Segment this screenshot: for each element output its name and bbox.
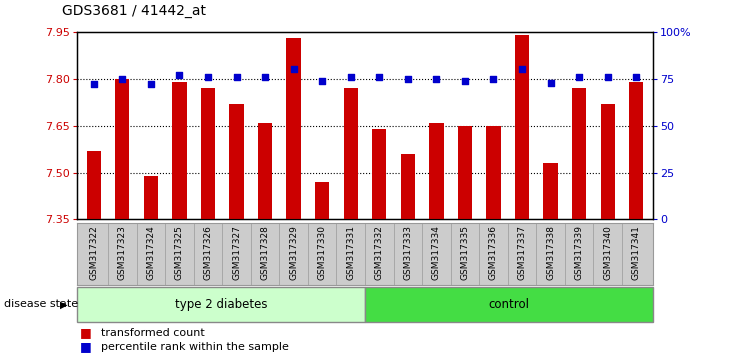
Bar — [486, 126, 501, 219]
Text: ■: ■ — [80, 341, 92, 353]
Text: GSM317336: GSM317336 — [489, 225, 498, 280]
Text: GSM317333: GSM317333 — [403, 225, 412, 280]
Point — [231, 74, 242, 80]
Text: GSM317334: GSM317334 — [432, 225, 441, 280]
Point — [202, 74, 214, 80]
Bar — [458, 126, 472, 219]
Text: type 2 diabetes: type 2 diabetes — [174, 298, 267, 311]
Text: transformed count: transformed count — [101, 328, 204, 338]
Text: GSM317325: GSM317325 — [175, 225, 184, 280]
Text: GSM317329: GSM317329 — [289, 225, 298, 280]
Bar — [229, 104, 244, 219]
Point — [602, 74, 613, 80]
Bar — [543, 163, 558, 219]
Text: GSM317324: GSM317324 — [147, 225, 155, 280]
Point — [88, 81, 99, 87]
Point — [374, 74, 385, 80]
Point — [174, 72, 185, 78]
Text: ▶: ▶ — [60, 299, 67, 309]
Text: GSM317323: GSM317323 — [118, 225, 127, 280]
Text: GSM317331: GSM317331 — [346, 225, 356, 280]
Bar — [115, 79, 129, 219]
Point — [259, 74, 271, 80]
Bar — [286, 38, 301, 219]
Text: GSM317340: GSM317340 — [603, 225, 612, 280]
Text: GSM317338: GSM317338 — [546, 225, 555, 280]
Text: ■: ■ — [80, 326, 92, 339]
Bar — [365, 287, 653, 322]
Text: GSM317341: GSM317341 — [631, 225, 641, 280]
Point — [402, 76, 414, 81]
Bar — [572, 88, 586, 219]
Text: GSM317322: GSM317322 — [89, 225, 99, 280]
Text: control: control — [488, 298, 530, 311]
Text: GSM317335: GSM317335 — [461, 225, 469, 280]
Text: GSM317326: GSM317326 — [204, 225, 212, 280]
Text: GDS3681 / 41442_at: GDS3681 / 41442_at — [62, 4, 206, 18]
Point — [488, 76, 499, 81]
Bar — [429, 122, 444, 219]
Point — [117, 76, 128, 81]
Point — [316, 78, 328, 84]
Bar — [344, 88, 358, 219]
Bar — [172, 82, 187, 219]
Text: GSM317332: GSM317332 — [374, 225, 384, 280]
Point — [545, 80, 556, 85]
Bar — [315, 182, 329, 219]
Point — [459, 78, 471, 84]
Bar — [201, 88, 215, 219]
Bar — [515, 35, 529, 219]
Bar — [401, 154, 415, 219]
Point — [516, 67, 528, 72]
Bar — [77, 287, 365, 322]
Bar — [87, 151, 101, 219]
Bar — [601, 104, 615, 219]
Text: GSM317330: GSM317330 — [318, 225, 327, 280]
Text: disease state: disease state — [4, 299, 78, 309]
Bar — [629, 82, 643, 219]
Text: GSM317328: GSM317328 — [261, 225, 269, 280]
Text: GSM317337: GSM317337 — [518, 225, 526, 280]
Point — [431, 76, 442, 81]
Point — [573, 74, 585, 80]
Point — [631, 74, 642, 80]
Bar — [372, 129, 386, 219]
Point — [145, 81, 157, 87]
Bar — [144, 176, 158, 219]
Point — [345, 74, 356, 80]
Text: percentile rank within the sample: percentile rank within the sample — [101, 342, 288, 352]
Text: GSM317327: GSM317327 — [232, 225, 241, 280]
Text: GSM317339: GSM317339 — [575, 225, 583, 280]
Point — [288, 67, 299, 72]
Bar — [258, 122, 272, 219]
